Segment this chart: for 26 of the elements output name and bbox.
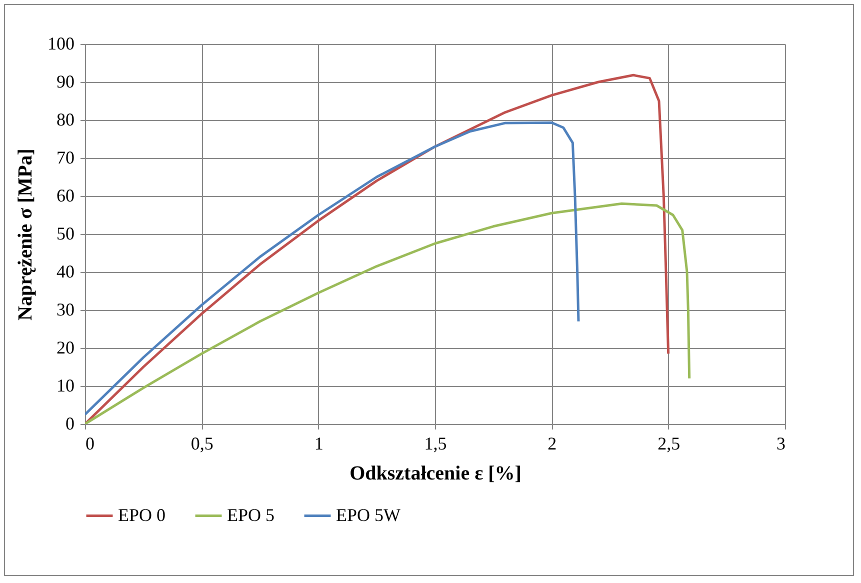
legend-label: EPO 5 — [227, 504, 275, 525]
line-series — [85, 121, 580, 416]
x-tick-label: 0 — [86, 434, 94, 454]
y-tick-label: 70 — [56, 148, 74, 168]
y-tick-label: 10 — [56, 376, 74, 396]
y-tick-label: 60 — [56, 186, 74, 206]
x-tick-label: 1,5 — [424, 434, 447, 454]
x-tick-label: 2,5 — [658, 434, 680, 454]
y-tick-label: 40 — [56, 262, 74, 282]
y-tick-label: 80 — [56, 110, 74, 130]
x-tick-label: 1 — [314, 434, 324, 454]
x-tick-label: 3 — [776, 434, 786, 454]
y-tick-label: 50 — [56, 224, 74, 244]
y-tick-label: 20 — [56, 338, 74, 358]
y-tick-label: 30 — [56, 300, 74, 320]
line-series — [85, 74, 670, 424]
x-tick-label: 2 — [548, 434, 557, 454]
legend-label: EPO 5W — [336, 504, 401, 525]
y-tick-label: 100 — [48, 34, 74, 54]
y-axis-title: Naprężenie σ [MPa] — [14, 148, 36, 320]
y-tick-label: 0 — [66, 414, 74, 434]
x-tick-label: 0,5 — [190, 434, 214, 454]
line-series — [85, 202, 691, 424]
y-tick-label: 90 — [56, 72, 74, 92]
legend-label: EPO 0 — [118, 504, 166, 525]
x-axis-title: Odkształcenie ε [%] — [350, 462, 522, 484]
